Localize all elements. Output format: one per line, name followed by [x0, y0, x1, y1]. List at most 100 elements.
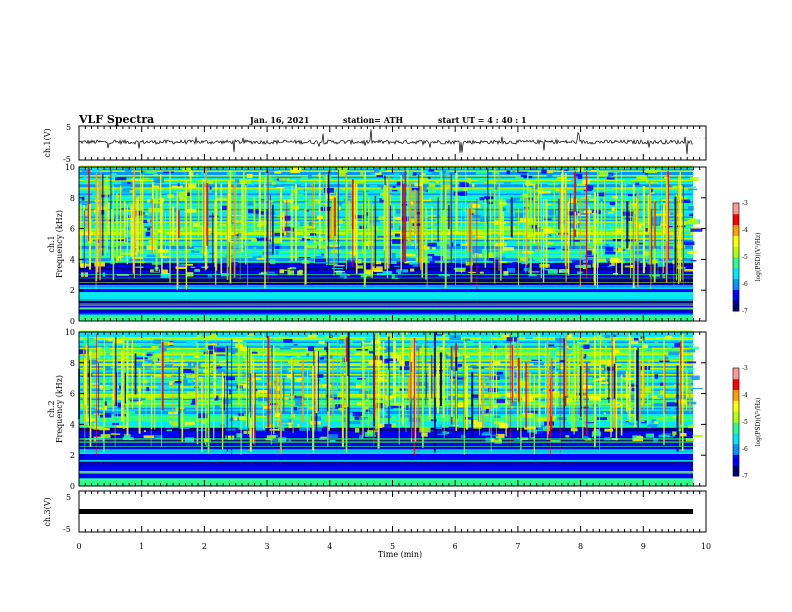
- spectrogram-patch: [116, 256, 120, 261]
- spectrogram-patch: [650, 191, 655, 194]
- spectrogram-patch: [604, 243, 609, 246]
- spectrogram-patch: [394, 233, 400, 237]
- spectrogram-patch: [295, 402, 302, 407]
- spectrogram-patch: [321, 337, 330, 340]
- spectrogram-patch: [188, 183, 197, 188]
- spectrogram-patch: [611, 341, 615, 346]
- spectrogram-band: [79, 450, 693, 453]
- spectrogram-patch: [392, 185, 396, 188]
- spectrogram-patch: [274, 170, 282, 174]
- spectrogram-patch: [503, 366, 516, 369]
- spectrogram-patch: [438, 388, 446, 391]
- spectrogram-patch: [677, 270, 687, 274]
- spectrogram-patch: [274, 362, 285, 365]
- spectrogram-patch: [263, 271, 275, 274]
- spectrogram-patch: [651, 419, 657, 423]
- spectrogram-patch: [659, 205, 666, 209]
- spectrogram-patch: [668, 351, 680, 356]
- colorbar-swatch: [733, 278, 739, 290]
- spectrogram-patch: [495, 433, 505, 439]
- spectrogram-patch: [281, 184, 292, 186]
- spectrogram-patch: [550, 439, 561, 443]
- spectrogram-patch: [273, 215, 285, 217]
- spectrogram-patch: [228, 236, 237, 239]
- spectrogram-patch: [432, 253, 440, 256]
- spectrogram-patch: [604, 389, 609, 395]
- spectrogram-patch: [530, 181, 542, 184]
- spectrogram-patch: [498, 386, 502, 388]
- spectrogram-patch: [164, 364, 174, 368]
- spectrogram-patch: [236, 274, 248, 276]
- spectrogram-patch: [226, 172, 236, 176]
- spectrogram-patch: [301, 176, 308, 180]
- spectrogram-patch: [411, 187, 419, 191]
- spectrogram-patch: [320, 378, 327, 383]
- spectrogram-patch: [177, 263, 186, 266]
- spectrogram-band: [79, 182, 693, 185]
- spectrogram-patch: [146, 254, 158, 257]
- colorbar-swatch: [733, 213, 739, 226]
- spectrogram-patch: [187, 362, 192, 367]
- spectrogram-patch: [653, 397, 660, 400]
- ch2-spectrogram-ylabel: Frequency (kHz): [55, 375, 64, 443]
- spectrogram-patch: [627, 350, 635, 355]
- ch2-spectrogram-ylabel-top: ch.2: [47, 400, 56, 417]
- spectrogram-patch: [391, 227, 400, 230]
- spectrogram-patch: [647, 360, 651, 363]
- spectrogram-band: [79, 453, 693, 456]
- spectrogram-patch: [315, 256, 324, 258]
- spectrogram-patch: [192, 242, 202, 246]
- spectrogram-patch: [192, 381, 197, 384]
- spectrogram-patch: [436, 180, 439, 184]
- spectrogram-patch: [651, 395, 658, 398]
- spectrogram-patch: [537, 425, 546, 430]
- spectrogram-patch: [493, 345, 498, 349]
- spectrogram-patch: [405, 253, 416, 257]
- spectrogram-patch: [227, 384, 239, 387]
- colorbar-swatch: [733, 289, 739, 301]
- spectrogram-patch: [689, 346, 699, 350]
- spectrogram-patch: [156, 347, 164, 351]
- spectrogram-patch: [178, 191, 187, 197]
- spectrogram-patch: [598, 190, 603, 193]
- spectrogram-patch: [378, 345, 382, 349]
- spectrogram-patch: [135, 266, 144, 268]
- spectrogram-patch: [429, 260, 435, 264]
- spectrogram-patch: [192, 223, 200, 227]
- spectrogram-patch: [80, 403, 84, 409]
- spectrogram-band: [79, 436, 693, 439]
- spectrogram-patch: [630, 264, 635, 268]
- spectrogram-patch: [425, 189, 429, 192]
- spectrogram-patch: [684, 269, 694, 272]
- spectrogram-patch: [278, 336, 288, 339]
- spectrogram-patch: [613, 334, 617, 337]
- spectrogram-patch: [569, 239, 582, 241]
- spectrogram-patch: [631, 258, 640, 261]
- spectrogram-patch: [593, 434, 601, 439]
- spectrogram-patch: [214, 405, 220, 410]
- spectrogram-patch: [465, 269, 469, 274]
- spectrogram-patch: [472, 367, 485, 369]
- spectrogram-patch: [481, 336, 491, 340]
- spectrogram-patch: [564, 394, 570, 400]
- spectrogram-patch: [527, 428, 537, 433]
- spectrogram-patch: [386, 187, 390, 192]
- spectrogram-patch: [430, 431, 443, 434]
- spectrogram-patch: [374, 265, 383, 268]
- spectrogram-band: [79, 296, 693, 299]
- spectrogram-patch: [421, 432, 428, 437]
- spectrogram-patch: [628, 194, 636, 197]
- spectrogram-patch: [588, 355, 600, 357]
- spectrogram-patch: [338, 219, 343, 225]
- spectrogram-patch: [233, 416, 238, 421]
- spectrogram-patch: [501, 261, 508, 264]
- spectrogram-patch: [646, 424, 658, 428]
- spectrogram-patch: [222, 399, 231, 405]
- spectrogram-patch: [401, 174, 406, 179]
- spectrogram-patch: [278, 178, 290, 181]
- spectrogram-patch: [374, 410, 387, 416]
- spectrogram-patch: [183, 368, 195, 374]
- spectrogram-patch: [587, 259, 598, 264]
- spectrogram-patch: [365, 346, 376, 350]
- spectrogram-patch: [322, 419, 325, 423]
